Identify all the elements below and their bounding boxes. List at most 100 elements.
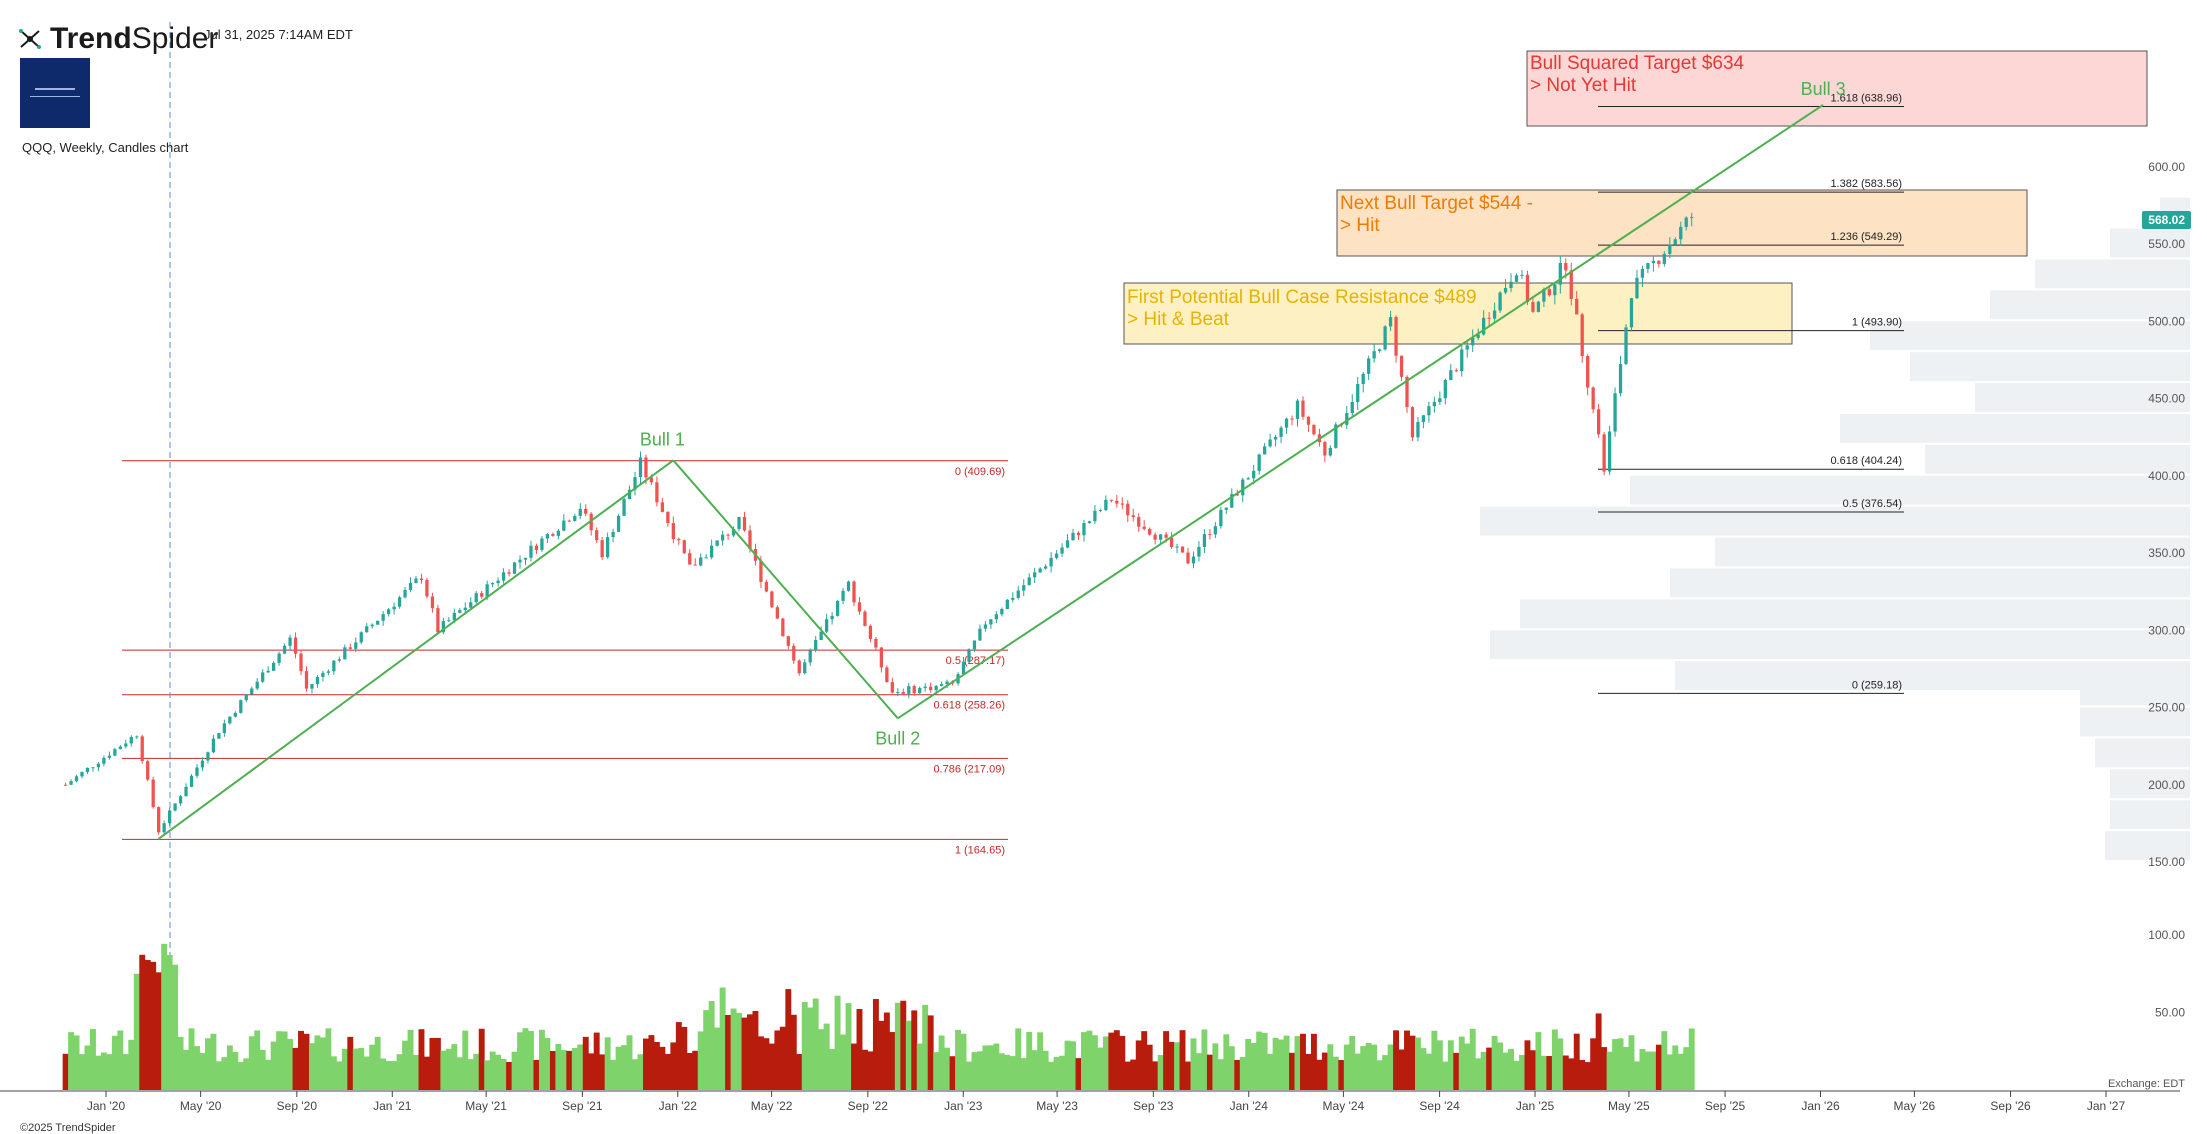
candle-body <box>616 515 621 532</box>
volume-bar <box>1568 1058 1575 1090</box>
volume-bar <box>1332 1056 1339 1090</box>
volume-bar <box>423 1056 430 1090</box>
candle-body <box>1252 470 1256 479</box>
candle-body <box>512 562 517 574</box>
volume-bar <box>484 1060 491 1090</box>
x-tick-label: Jan '20 <box>87 1099 126 1113</box>
volume-bar <box>675 1022 682 1090</box>
volume-bar <box>1650 1051 1657 1090</box>
volume-bar <box>588 1053 595 1090</box>
candle-body <box>649 477 654 483</box>
candle-body <box>578 508 582 516</box>
candle-body <box>85 767 90 772</box>
candle-body <box>1662 253 1666 264</box>
volume-bar <box>451 1044 458 1090</box>
candle-body <box>666 511 670 524</box>
candle-body <box>1476 334 1480 338</box>
volume-bar <box>998 1053 1005 1090</box>
candle-body <box>786 636 790 646</box>
volume-bar <box>1557 1038 1564 1090</box>
price-tick-label: 150.00 <box>2148 855 2185 869</box>
candle-body <box>1241 479 1245 496</box>
candle-body <box>1273 436 1278 440</box>
volume-bar <box>1321 1052 1328 1090</box>
candle-body <box>770 591 774 608</box>
candle-body <box>239 700 243 713</box>
volume-bar <box>533 1059 540 1090</box>
candle-body <box>1071 532 1075 541</box>
volume-bar <box>396 1054 403 1090</box>
volume-bar <box>1059 1055 1066 1090</box>
volume-profile-bar <box>2105 831 2190 860</box>
volume-bar <box>725 1014 732 1090</box>
volume-bar <box>319 1037 326 1090</box>
volume-bar <box>774 1030 781 1090</box>
volume-bar <box>259 1049 266 1090</box>
candle-body <box>381 614 385 621</box>
candle-body <box>720 534 725 541</box>
volume-bar <box>1130 1059 1137 1090</box>
volume-profile-bar <box>1925 444 2190 474</box>
candle-body <box>1016 590 1020 598</box>
candle-body <box>1169 537 1174 548</box>
candle-body <box>1536 301 1541 312</box>
brand-header: TrendSpider <box>18 22 218 56</box>
candle-body <box>1038 568 1042 573</box>
volume-bar <box>303 1033 310 1090</box>
volume-bar <box>429 1037 436 1090</box>
volume-bar <box>730 1008 737 1090</box>
candle-body <box>397 597 402 607</box>
volume-bar <box>741 1017 748 1090</box>
volume-bar <box>829 1048 836 1090</box>
volume-bar <box>949 1056 956 1090</box>
volume-bar <box>1075 1058 1082 1090</box>
candle-body <box>1547 289 1551 296</box>
volume-bar <box>681 1026 688 1090</box>
volume-bar <box>1540 1055 1547 1090</box>
volume-bar <box>133 973 140 1090</box>
volume-bar <box>292 1047 299 1090</box>
volume-bar <box>1097 1047 1104 1090</box>
candle-body <box>304 671 309 689</box>
volume-profile-bar <box>1490 630 2190 660</box>
candle-body <box>934 685 938 691</box>
volume-bar <box>905 1020 912 1090</box>
candle-body <box>206 752 210 761</box>
candle-body <box>907 686 911 694</box>
x-tick-label: Sep '23 <box>1133 1099 1174 1113</box>
volume-bar <box>517 1032 523 1090</box>
volume-bar <box>440 1050 447 1090</box>
candle-body <box>480 593 484 597</box>
candle-body <box>1153 534 1157 540</box>
volume-bar <box>933 1052 940 1090</box>
volume-bar <box>462 1030 469 1090</box>
candle-body <box>1607 431 1612 472</box>
candle-body <box>386 609 391 615</box>
candle-body <box>1438 398 1442 402</box>
volume-bar <box>1447 1040 1454 1090</box>
orange-box-label: Next Bull Target $544 - > Hit <box>1340 193 1533 236</box>
volume-bar <box>1316 1059 1323 1090</box>
volume-bar <box>1157 1055 1164 1090</box>
volume-profile-bar <box>1840 413 2190 443</box>
candle-body <box>682 540 686 554</box>
fib-right-label: 1 (493.90) <box>1852 317 1902 329</box>
volume-bar <box>347 1036 354 1090</box>
volume-bar <box>248 1036 255 1090</box>
volume-profile-bar <box>1520 599 2190 629</box>
volume-bar <box>1442 1061 1449 1090</box>
volume-bar <box>1436 1040 1443 1090</box>
trendline <box>158 459 674 840</box>
volume-bar <box>599 1054 606 1090</box>
volume-bar <box>604 1037 611 1090</box>
candle-body <box>63 784 68 786</box>
volume-bar <box>380 1058 387 1090</box>
candle-body <box>282 645 287 654</box>
candle-body <box>644 457 648 478</box>
volume-bar <box>1387 1044 1394 1090</box>
candle-body <box>1345 413 1349 425</box>
volume-profile-bar <box>1975 383 2190 412</box>
candle-body <box>584 508 588 514</box>
candle-body <box>151 779 155 808</box>
volume-bar <box>1026 1031 1033 1090</box>
